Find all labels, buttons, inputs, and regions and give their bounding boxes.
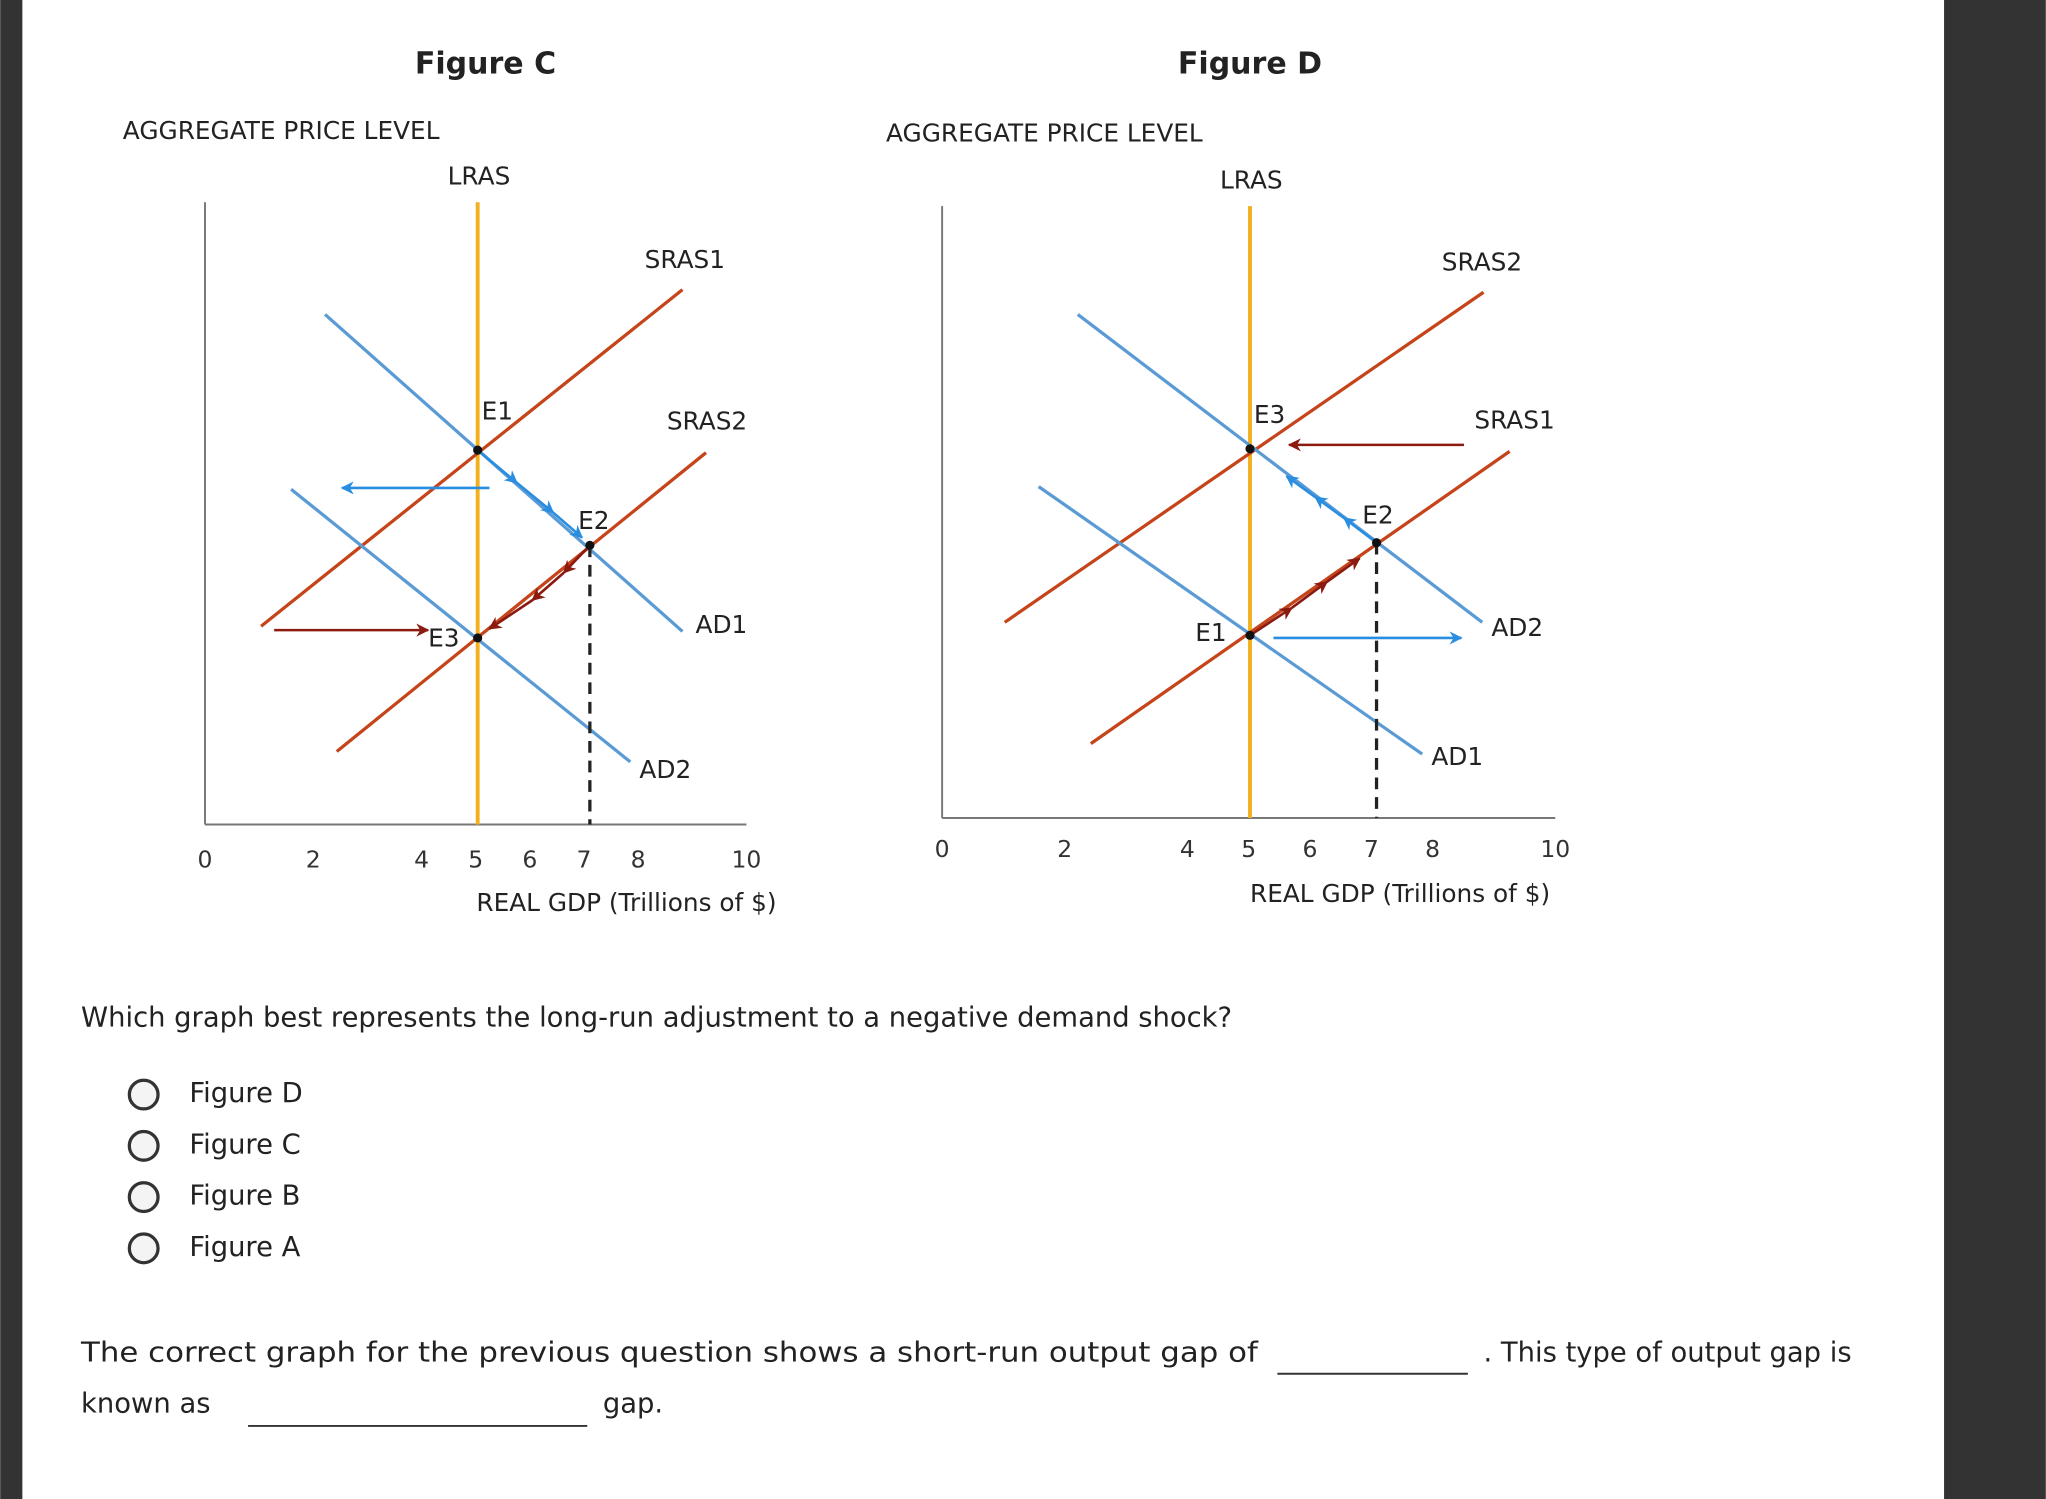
x-tick-label: 6 (522, 846, 537, 874)
curve-label: SRAS2 (667, 407, 747, 436)
adjustment-arrow (1290, 580, 1329, 609)
radio-button[interactable] (127, 1181, 160, 1214)
followup-text: . This type of output gap is (1484, 1338, 1852, 1369)
x-tick-label: 7 (1364, 835, 1379, 863)
adjustment-arrow (1249, 606, 1293, 637)
adjustment-arrow (1285, 475, 1317, 499)
followup-text: The correct graph for the previous quest… (80, 1338, 1259, 1369)
option-label: Figure D (189, 1078, 302, 1109)
option-label: Figure C (189, 1129, 300, 1160)
x-tick-label: 6 (1303, 835, 1318, 863)
equilibrium-point (1245, 444, 1255, 454)
radio-option[interactable]: Figure C (127, 1129, 301, 1162)
curve-label: E3 (1254, 400, 1285, 429)
curve (260, 288, 684, 628)
curve-label: LRAS (448, 161, 511, 190)
curve-label: AD1 (1431, 742, 1483, 771)
x-tick-label: 10 (731, 846, 761, 874)
x-tick-label: 4 (1180, 835, 1195, 863)
radio-option[interactable]: Figure B (127, 1181, 300, 1214)
figure: Figure C AGGREGATE PRICE LEVEL REAL GDP (T… (123, 47, 777, 917)
x-tick-label: 0 (935, 835, 950, 863)
adjustment-arrow (1342, 516, 1378, 544)
curve-label: SRAS1 (645, 245, 725, 274)
equilibrium-point (1245, 630, 1255, 640)
figure-title: Figure D (1178, 47, 1322, 82)
x-tick-label: 8 (1425, 835, 1440, 863)
x-tick-label: 5 (1241, 835, 1256, 863)
adjustment-arrow (531, 571, 565, 602)
y-axis-label: AGGREGATE PRICE LEVEL (886, 118, 1203, 147)
curve-label: E3 (428, 623, 459, 652)
option-label: Figure A (189, 1232, 300, 1263)
x-tick-label: 8 (631, 846, 646, 874)
y-axis-label: AGGREGATE PRICE LEVEL (123, 116, 440, 145)
equilibrium-point (585, 540, 595, 550)
x-axis-label: REAL GDP (Trillions of $) (476, 888, 776, 917)
adjustment-arrow (1314, 496, 1345, 519)
equilibrium-point (473, 445, 483, 455)
x-tick-label: 10 (1540, 835, 1570, 863)
curve-label: LRAS (1220, 165, 1283, 194)
x-axis-label: REAL GDP (Trillions of $) (1250, 879, 1550, 908)
x-tick-label: 5 (468, 846, 483, 874)
figure-title: Figure C (415, 47, 556, 82)
x-tick-label: 0 (198, 846, 213, 874)
followup-text: gap. (603, 1389, 663, 1420)
curve-label: E1 (1195, 618, 1226, 647)
adjustment-arrow (1326, 557, 1361, 583)
adjustment-arrow (552, 511, 584, 539)
question-text: Which graph best represents the long-run… (81, 1002, 1232, 1033)
figure: Figure D AGGREGATE PRICE LEVEL REAL GDP (T… (886, 47, 1570, 908)
curve-label: SRAS1 (1474, 405, 1554, 434)
x-tick-label: 4 (414, 846, 429, 874)
curve-label: AD1 (696, 610, 748, 639)
curve (1089, 450, 1511, 745)
adjustment-arrow (476, 449, 518, 484)
curve-label: SRAS2 (1442, 248, 1522, 277)
option-label: Figure B (189, 1181, 300, 1212)
adjustment-arrow (515, 481, 555, 514)
curve (290, 487, 632, 764)
left-frame (0, 0, 23, 1499)
radio-button[interactable] (127, 1129, 160, 1162)
radio-button[interactable] (127, 1232, 160, 1265)
curve-label: E2 (1362, 501, 1393, 530)
curve (1003, 290, 1485, 624)
adjustment-arrow (488, 599, 534, 630)
radio-option[interactable]: Figure D (127, 1078, 303, 1111)
x-tick-label: 2 (1057, 835, 1072, 863)
curve (1037, 485, 1424, 756)
curve-label: E1 (482, 396, 513, 425)
curve-label: AD2 (639, 755, 691, 784)
right-frame (1944, 0, 2046, 1499)
curve-label: E2 (578, 506, 609, 535)
radio-option[interactable]: Figure A (127, 1232, 301, 1265)
x-tick-label: 7 (577, 846, 592, 874)
curve (335, 451, 708, 753)
followup-text: known as (81, 1389, 210, 1420)
curve-label: AD2 (1491, 613, 1543, 642)
x-tick-label: 2 (306, 846, 321, 874)
curve (1076, 313, 1484, 624)
adjustment-arrow (562, 544, 591, 574)
equilibrium-point (473, 633, 483, 643)
radio-button[interactable] (127, 1078, 160, 1111)
equilibrium-point (1371, 538, 1382, 548)
